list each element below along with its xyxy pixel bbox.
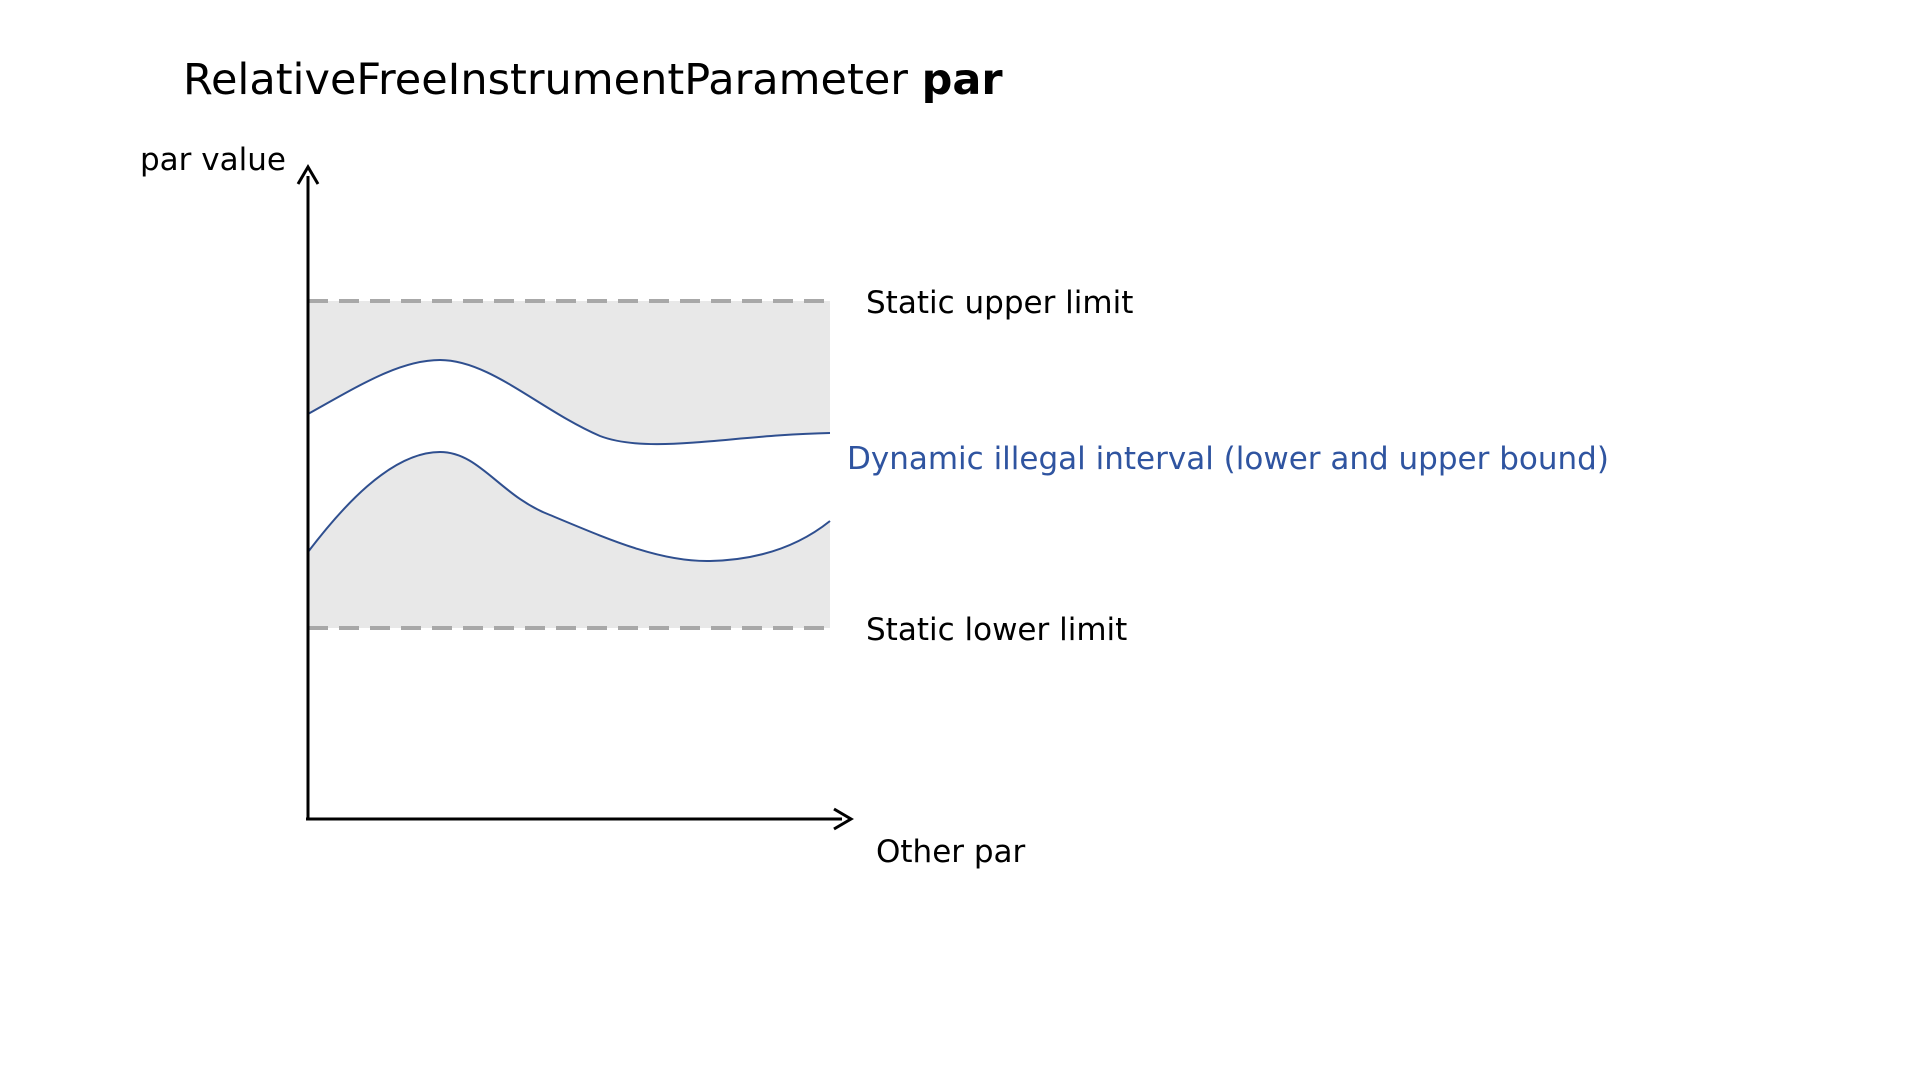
dynamic-lower-bound-curve	[307, 450, 831, 563]
title-regular: RelativeFreeInstrumentParameter	[183, 55, 922, 105]
y-axis-arrowhead	[296, 164, 320, 185]
diagram-title: RelativeFreeInstrumentParameter par	[183, 55, 1003, 105]
dynamic-upper-bound-curve	[307, 358, 831, 446]
y-axis-label: par value	[140, 142, 286, 178]
title-bold: par	[922, 55, 1004, 105]
dynamic-interval-area	[308, 360, 830, 562]
static-lower-limit-label: Static lower limit	[866, 612, 1127, 648]
dynamic-interval-label: Dynamic illegal interval (lower and uppe…	[847, 441, 1609, 477]
x-axis-arrowhead	[833, 807, 854, 831]
x-axis-label: Other par	[876, 834, 1026, 870]
static-upper-limit-label: Static upper limit	[866, 285, 1133, 321]
